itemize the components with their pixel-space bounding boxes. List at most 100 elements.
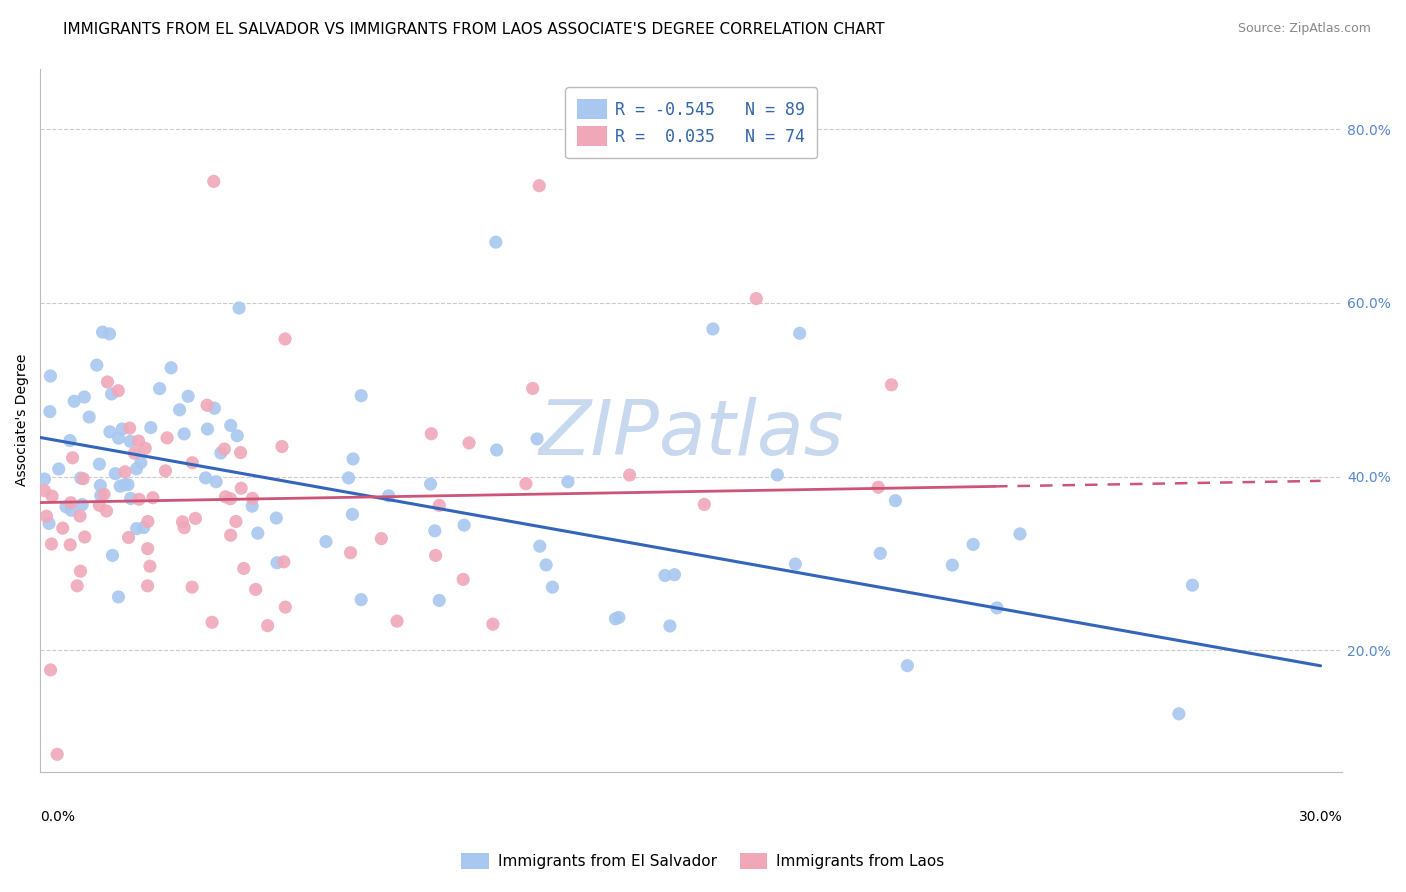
Point: [181, 580, 204, 594]
Point: [96, 504, 118, 518]
Point: [619, 468, 641, 483]
Point: [107, 590, 129, 604]
Point: [246, 526, 269, 541]
Point: [124, 446, 146, 460]
Point: [120, 434, 142, 449]
Point: [245, 582, 267, 597]
Point: [59, 434, 82, 448]
Point: [228, 301, 250, 315]
Point: [93, 487, 115, 501]
Point: [201, 615, 224, 630]
Point: [420, 426, 443, 441]
Point: [91, 325, 114, 339]
Point: [173, 521, 195, 535]
Point: [225, 515, 247, 529]
Point: [107, 384, 129, 398]
Point: [541, 580, 564, 594]
Point: [315, 534, 337, 549]
Point: [39, 369, 62, 384]
Point: [98, 326, 121, 341]
Point: [370, 532, 392, 546]
Point: [266, 511, 288, 525]
Point: [339, 546, 361, 560]
Point: [62, 450, 84, 465]
Point: [271, 440, 294, 454]
Point: [117, 531, 139, 545]
Point: [941, 558, 963, 573]
Point: [485, 235, 508, 249]
Point: [266, 556, 288, 570]
Text: 0.0%: 0.0%: [41, 810, 75, 824]
Point: [342, 451, 364, 466]
Point: [125, 522, 148, 536]
Point: [100, 387, 122, 401]
Point: [132, 520, 155, 534]
Point: [789, 326, 811, 341]
Legend: Immigrants from El Salvador, Immigrants from Laos: Immigrants from El Salvador, Immigrants …: [456, 847, 950, 875]
Point: [39, 663, 62, 677]
Point: [69, 564, 91, 578]
Point: [205, 475, 228, 489]
Point: [342, 508, 364, 522]
Point: [453, 518, 475, 533]
Point: [273, 555, 295, 569]
Point: [139, 559, 162, 574]
Point: [86, 358, 108, 372]
Point: [240, 499, 263, 513]
Point: [89, 457, 111, 471]
Point: [139, 420, 162, 434]
Point: [34, 483, 56, 498]
Point: [181, 456, 204, 470]
Point: [451, 573, 474, 587]
Point: [529, 539, 551, 553]
Point: [1167, 706, 1189, 721]
Point: [880, 377, 903, 392]
Point: [127, 434, 149, 448]
Point: [766, 467, 789, 482]
Point: [485, 442, 508, 457]
Point: [169, 402, 191, 417]
Point: [194, 471, 217, 485]
Point: [35, 509, 58, 524]
Point: [557, 475, 579, 489]
Point: [226, 429, 249, 443]
Point: [66, 579, 89, 593]
Point: [219, 528, 242, 542]
Point: [59, 496, 82, 510]
Point: [172, 515, 194, 529]
Point: [77, 410, 100, 425]
Point: [63, 394, 86, 409]
Point: [197, 422, 219, 436]
Point: [385, 614, 408, 628]
Point: [89, 478, 111, 492]
Point: [664, 567, 686, 582]
Point: [425, 549, 447, 563]
Point: [120, 491, 142, 506]
Point: [128, 492, 150, 507]
Point: [55, 500, 77, 514]
Point: [134, 442, 156, 456]
Point: [605, 612, 627, 626]
Point: [693, 498, 716, 512]
Text: IMMIGRANTS FROM EL SALVADOR VS IMMIGRANTS FROM LAOS ASSOCIATE'S DEGREE CORRELATI: IMMIGRANTS FROM EL SALVADOR VS IMMIGRANT…: [63, 22, 884, 37]
Point: [377, 489, 399, 503]
Point: [149, 382, 172, 396]
Point: [101, 549, 124, 563]
Legend: R = -0.545   N = 89, R =  0.035   N = 74: R = -0.545 N = 89, R = 0.035 N = 74: [565, 87, 817, 158]
Point: [219, 491, 242, 506]
Point: [868, 480, 890, 494]
Point: [515, 476, 537, 491]
Point: [350, 592, 373, 607]
Point: [427, 499, 450, 513]
Point: [38, 404, 60, 418]
Point: [114, 465, 136, 479]
Y-axis label: Associate's Degree: Associate's Degree: [15, 354, 30, 486]
Point: [46, 747, 69, 762]
Point: [111, 422, 134, 436]
Point: [214, 490, 236, 504]
Point: [184, 511, 207, 525]
Point: [136, 515, 159, 529]
Point: [114, 477, 136, 491]
Point: [108, 479, 131, 493]
Point: [41, 489, 63, 503]
